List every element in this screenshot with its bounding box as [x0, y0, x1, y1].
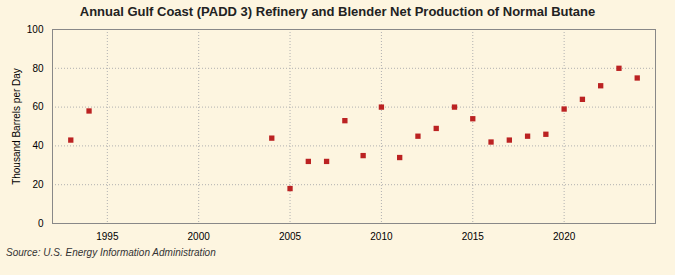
svg-text:2000: 2000 [188, 231, 211, 242]
svg-text:2015: 2015 [462, 231, 485, 242]
svg-text:80: 80 [32, 63, 44, 74]
svg-text:2010: 2010 [370, 231, 393, 242]
html-text:Annual Gulf Coast (PADD 3) Ref: Annual Gulf Coast (PADD 3) Refinery and … [79, 4, 596, 19]
svg-text:100: 100 [27, 24, 44, 35]
svg-text:2020: 2020 [553, 231, 576, 242]
svg-text:1995: 1995 [96, 231, 119, 242]
svg-text:2005: 2005 [279, 231, 302, 242]
svg-text:Thousand Barrels per Day: Thousand Barrels per Day [11, 68, 22, 185]
svg-text:20: 20 [32, 179, 44, 190]
svg-text:60: 60 [32, 101, 44, 112]
svg-text:0: 0 [38, 218, 44, 229]
html-text:Source: U.S. Energy Informatio: Source: U.S. Energy Information Administ… [6, 247, 216, 258]
svg-text:40: 40 [32, 140, 44, 151]
